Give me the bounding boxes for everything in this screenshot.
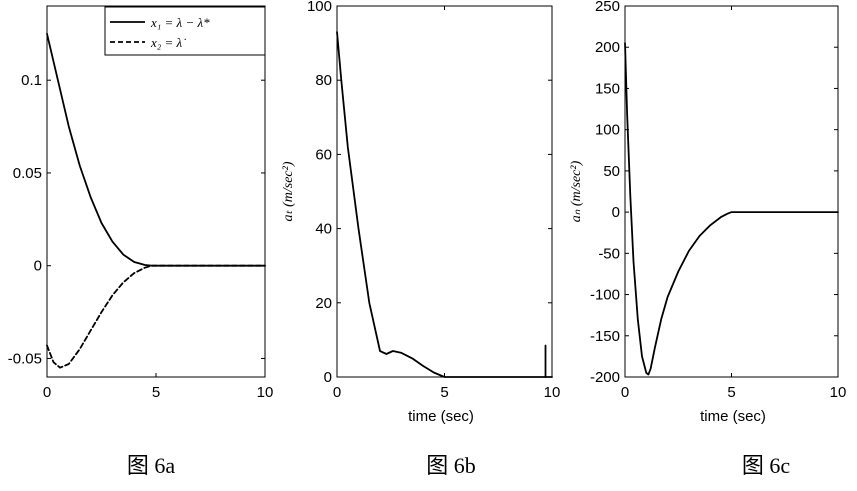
series-line-1 — [625, 43, 838, 374]
y-tick-label: -0.05 — [8, 350, 42, 367]
axes-box — [625, 6, 838, 377]
y-tick-label: 150 — [595, 80, 620, 97]
x-axis-label: time (sec) — [408, 408, 474, 425]
y-tick-label: 250 — [595, 0, 620, 15]
chart-panel-6b: 0510020406080100time (sec)aₜ (m/sec²)图 6… — [281, 0, 560, 478]
figure-caption: 图 6c — [742, 453, 791, 478]
y-tick-label: 0 — [324, 369, 332, 386]
y-axis-label: aₙ (m/sec²) — [569, 160, 584, 222]
y-tick-label: -200 — [590, 369, 620, 386]
y-tick-label: 60 — [315, 146, 332, 163]
x-tick-label: 0 — [43, 384, 51, 401]
y-tick-label: 40 — [315, 221, 332, 238]
series-line-2 — [47, 266, 265, 368]
series-line-1 — [47, 34, 265, 266]
y-tick-label: 20 — [315, 295, 332, 312]
y-tick-label: 0 — [34, 258, 42, 275]
x-tick-label: 0 — [621, 384, 629, 401]
y-tick-label: 100 — [595, 122, 620, 139]
x-axis-label: time (sec) — [700, 408, 766, 425]
chart-panel-6c: 0 5 10 -200 -150 -100 -50 0 50 100 150 200 250 time (… — [569, 0, 846, 478]
x-tick-label: 5 — [152, 384, 160, 401]
y-tick-label: 100 — [307, 0, 332, 15]
axes-box — [47, 6, 265, 377]
legend: x₁ = λ − λ* x₂ = λ̇ — [105, 7, 265, 55]
y-tick-label: 0.1 — [21, 72, 42, 89]
y-tick-label: -150 — [590, 328, 620, 345]
x-tick-label: 10 — [257, 384, 274, 401]
x-tick-label: 5 — [440, 384, 448, 401]
y-tick-label: -50 — [598, 245, 620, 262]
x-tick-label: 5 — [727, 384, 735, 401]
legend-entry-1: x₁ = λ − λ* — [150, 15, 210, 30]
figure-caption: 图 6b — [426, 453, 476, 478]
y-tick-label: 200 — [595, 39, 620, 56]
figure-caption: 图 6a — [127, 453, 176, 478]
legend-entry-2: x₂ = λ̇ — [150, 35, 186, 50]
chart-panel-6a: 0510-0.0500.050.1x₁ = λ − λ*x₂ = λ̇图 6a — [8, 6, 274, 478]
y-tick-label: 0 — [612, 204, 620, 221]
x-tick-label: 0 — [333, 384, 341, 401]
x-tick-label: 10 — [830, 384, 847, 401]
axes-box — [337, 6, 552, 377]
y-tick-label: -100 — [590, 287, 620, 304]
y-tick-label: 50 — [603, 163, 620, 180]
x-tick-label: 10 — [544, 384, 561, 401]
y-tick-label: 80 — [315, 72, 332, 89]
series-line-1 — [337, 32, 552, 377]
y-tick-label: 0.05 — [13, 165, 42, 182]
y-axis-label: aₜ (m/sec²) — [281, 161, 296, 221]
